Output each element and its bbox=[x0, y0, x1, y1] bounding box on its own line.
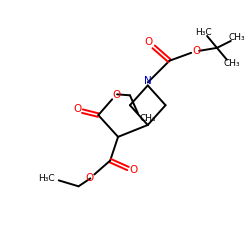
Text: O: O bbox=[74, 104, 82, 114]
Text: O: O bbox=[130, 166, 138, 175]
Text: O: O bbox=[85, 174, 94, 184]
Text: CH₃: CH₃ bbox=[224, 59, 240, 68]
Text: CH₃: CH₃ bbox=[228, 34, 245, 42]
Text: O: O bbox=[192, 46, 200, 56]
Text: CH₃: CH₃ bbox=[140, 114, 156, 122]
Text: O: O bbox=[144, 37, 153, 47]
Text: H₃C: H₃C bbox=[195, 28, 212, 36]
Text: O: O bbox=[112, 90, 120, 100]
Text: N: N bbox=[144, 76, 152, 86]
Text: H₃C: H₃C bbox=[38, 174, 55, 183]
